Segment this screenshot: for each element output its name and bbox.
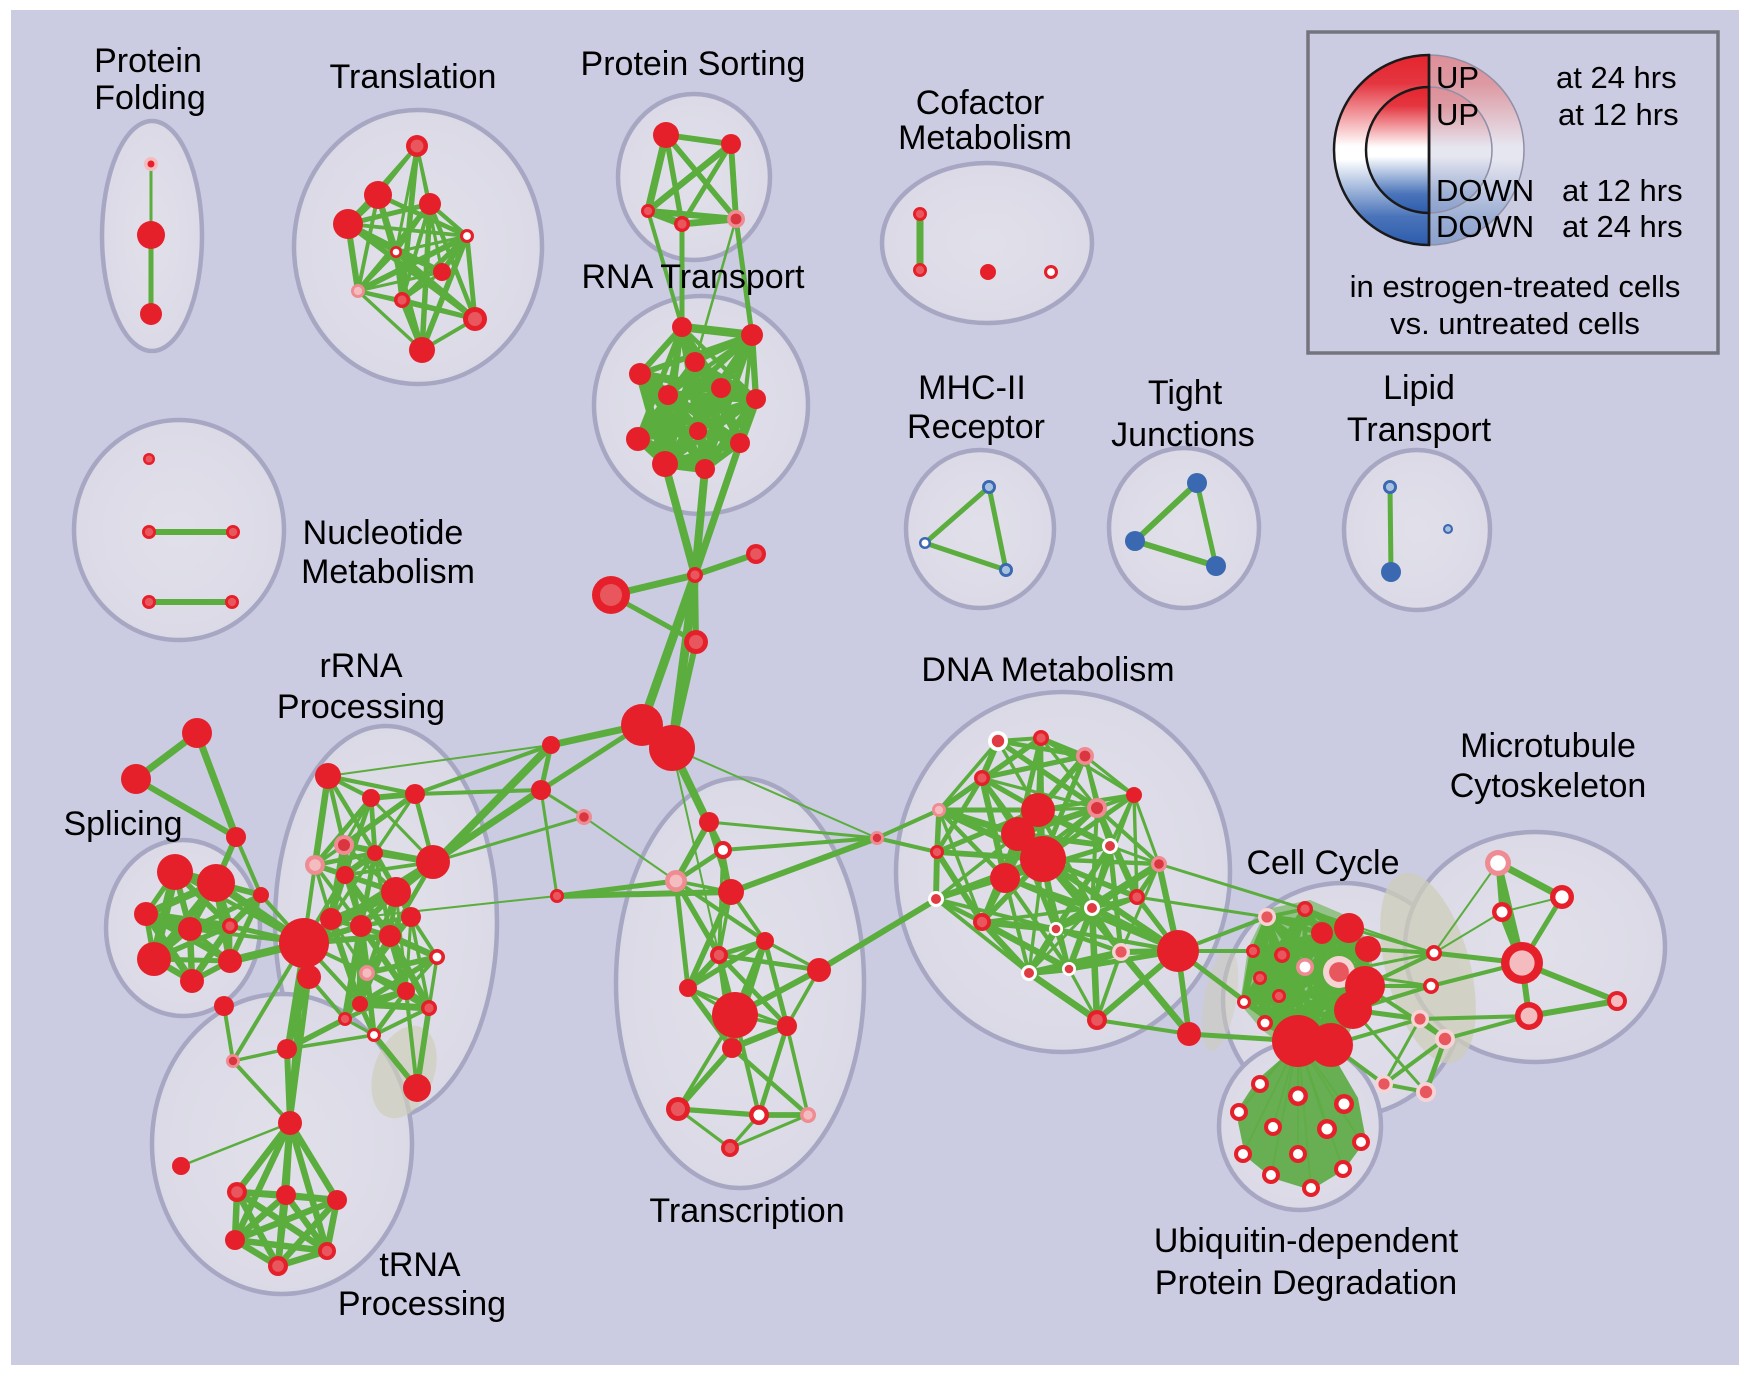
svg-text:Protein Sorting: Protein Sorting [581, 45, 806, 83]
svg-text:Ubiquitin-dependent: Ubiquitin-dependent [1154, 1222, 1459, 1260]
svg-text:vs. untreated cells: vs. untreated cells [1390, 306, 1640, 341]
svg-text:Junctions: Junctions [1111, 416, 1255, 454]
svg-text:Lipid: Lipid [1383, 369, 1455, 407]
svg-text:at 24 hrs: at 24 hrs [1562, 209, 1683, 244]
svg-text:Metabolism: Metabolism [898, 119, 1072, 157]
svg-text:DOWN: DOWN [1436, 209, 1534, 244]
svg-text:UP: UP [1436, 60, 1479, 95]
svg-text:Nucleotide: Nucleotide [303, 514, 464, 552]
svg-text:UP: UP [1436, 97, 1479, 132]
svg-text:Processing: Processing [277, 688, 445, 726]
svg-text:Receptor: Receptor [907, 408, 1045, 446]
svg-text:Cofactor: Cofactor [916, 84, 1045, 122]
svg-text:Protein Degradation: Protein Degradation [1155, 1264, 1457, 1302]
svg-text:Transport: Transport [1347, 411, 1492, 449]
svg-text:MHC-II: MHC-II [918, 369, 1026, 407]
svg-text:Cytoskeleton: Cytoskeleton [1450, 767, 1647, 805]
svg-text:Protein: Protein [94, 42, 202, 80]
svg-text:Transcription: Transcription [649, 1192, 844, 1230]
svg-text:Microtubule: Microtubule [1460, 727, 1636, 765]
svg-text:RNA Transport: RNA Transport [582, 258, 806, 296]
svg-text:Processing: Processing [338, 1285, 506, 1323]
svg-text:Metabolism: Metabolism [301, 553, 475, 591]
svg-text:at 12 hrs: at 12 hrs [1558, 97, 1679, 132]
svg-text:Translation: Translation [330, 58, 497, 96]
svg-text:DNA Metabolism: DNA Metabolism [921, 651, 1174, 689]
svg-text:at 24 hrs: at 24 hrs [1556, 60, 1677, 95]
svg-text:Tight: Tight [1148, 374, 1223, 412]
svg-text:Splicing: Splicing [63, 805, 182, 843]
svg-text:tRNA: tRNA [379, 1246, 461, 1284]
svg-text:Cell Cycle: Cell Cycle [1246, 844, 1399, 882]
svg-text:at 12 hrs: at 12 hrs [1562, 173, 1683, 208]
svg-text:in estrogen-treated cells: in estrogen-treated cells [1350, 269, 1681, 304]
svg-text:DOWN: DOWN [1436, 173, 1534, 208]
svg-text:rRNA: rRNA [319, 647, 402, 685]
svg-text:Folding: Folding [94, 79, 206, 117]
